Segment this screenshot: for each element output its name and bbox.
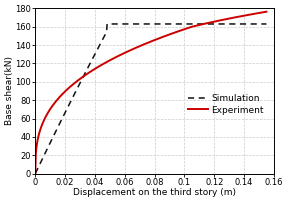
- Experiment: [145, 42, 148, 44]
- Line: Simulation: Simulation: [35, 24, 266, 174]
- Simulation: [223, 23, 227, 25]
- Experiment: [171, 32, 175, 34]
- Experiment: [34, 172, 37, 175]
- Simulation: [145, 23, 149, 25]
- Line: Experiment: Experiment: [35, 12, 266, 173]
- Simulation: [105, 23, 109, 25]
- Experiment: [265, 11, 268, 13]
- X-axis label: Displacement on the third story (m): Displacement on the third story (m): [73, 188, 236, 197]
- Legend: Simulation, Experiment: Simulation, Experiment: [185, 90, 267, 118]
- Y-axis label: Base shear(kN): Base shear(kN): [5, 57, 14, 125]
- Simulation: [34, 172, 37, 175]
- Simulation: [159, 23, 162, 25]
- Experiment: [223, 18, 226, 21]
- Simulation: [172, 23, 175, 25]
- Experiment: [159, 37, 162, 39]
- Experiment: [259, 12, 263, 14]
- Simulation: [259, 23, 263, 25]
- Simulation: [144, 23, 147, 25]
- Simulation: [265, 23, 268, 25]
- Experiment: [143, 43, 147, 45]
